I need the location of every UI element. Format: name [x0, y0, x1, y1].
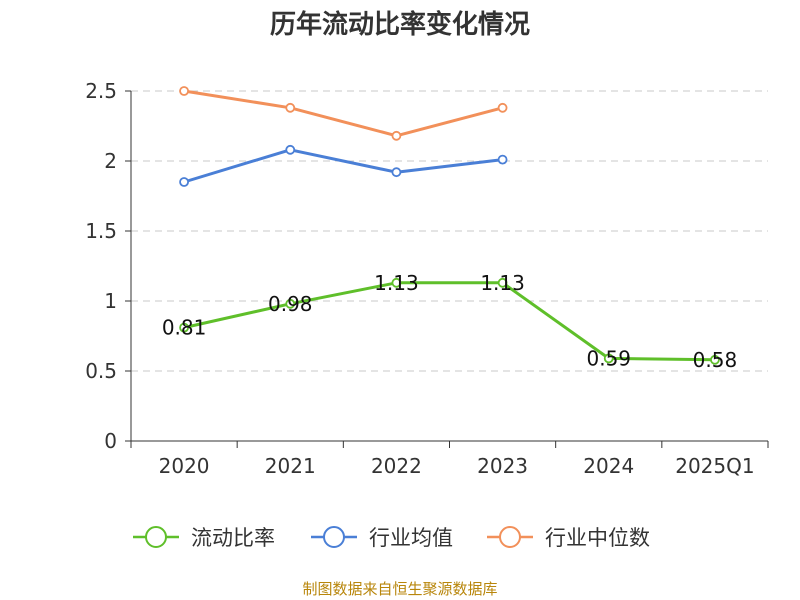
data-label: 0.81 [162, 316, 207, 340]
data-source-note: 制图数据来自恒生聚源数据库 [302, 580, 498, 598]
legend-label: 行业均值 [369, 526, 453, 550]
data-point [285, 298, 296, 309]
series-line [183, 148, 503, 184]
x-tick-label: 2021 [265, 454, 316, 478]
data-point [179, 322, 189, 333]
data-point [391, 167, 402, 178]
legend-marker [499, 526, 521, 548]
data-label: 1.13 [480, 271, 525, 295]
data-point [179, 86, 189, 96]
series-group [179, 86, 720, 365]
data-point [603, 353, 614, 364]
series-line [183, 281, 715, 362]
data-label: 0.98 [268, 292, 313, 316]
x-tick-label: 2023 [477, 454, 528, 478]
legend-item: 行业均值 [311, 526, 453, 550]
y-tick-label: 1.5 [85, 219, 117, 243]
data-point [391, 130, 402, 141]
x-tick-label: 2022 [371, 454, 422, 478]
legend-marker [323, 526, 345, 548]
data-point [179, 177, 189, 187]
x-tick-label: 2025Q1 [675, 454, 754, 478]
data-point [391, 277, 402, 288]
data-point [497, 154, 508, 165]
data-point [285, 144, 296, 155]
data-labels: 0.81 0.98 1.13 1.13 0.59 0.58 [162, 271, 737, 372]
y-tick-label: 2.5 [85, 79, 117, 103]
data-label: 0.59 [586, 346, 631, 370]
y-tick-label: 2 [104, 149, 117, 173]
y-tick-label: 1 [104, 289, 117, 313]
y-tick-label: 0 [104, 429, 117, 453]
legend-item: 行业中位数 [487, 526, 650, 550]
data-label: 1.13 [374, 271, 419, 295]
grid-lines [131, 90, 768, 372]
legend-marker [145, 526, 167, 548]
data-point [497, 277, 508, 288]
x-tick-label: 2024 [583, 454, 634, 478]
y-tick-label: 0.5 [85, 359, 117, 383]
data-point [497, 102, 508, 113]
axes: 0 0.5 1 1.5 2 2.5 2020 2021 2022 2023 2024 2025Q1 [85, 79, 769, 478]
legend-item: 流动比率 [133, 526, 275, 550]
data-point [285, 102, 296, 113]
data-point [710, 354, 720, 365]
legend: 流动比率 行业均值 行业中位数 [133, 526, 650, 550]
x-tick-label: 2020 [159, 454, 210, 478]
legend-label: 流动比率 [191, 526, 275, 550]
chart-title: 历年流动比率变化情况 [269, 10, 530, 40]
series-line [183, 89, 503, 138]
legend-label: 行业中位数 [545, 526, 650, 550]
data-label: 0.58 [693, 348, 738, 372]
